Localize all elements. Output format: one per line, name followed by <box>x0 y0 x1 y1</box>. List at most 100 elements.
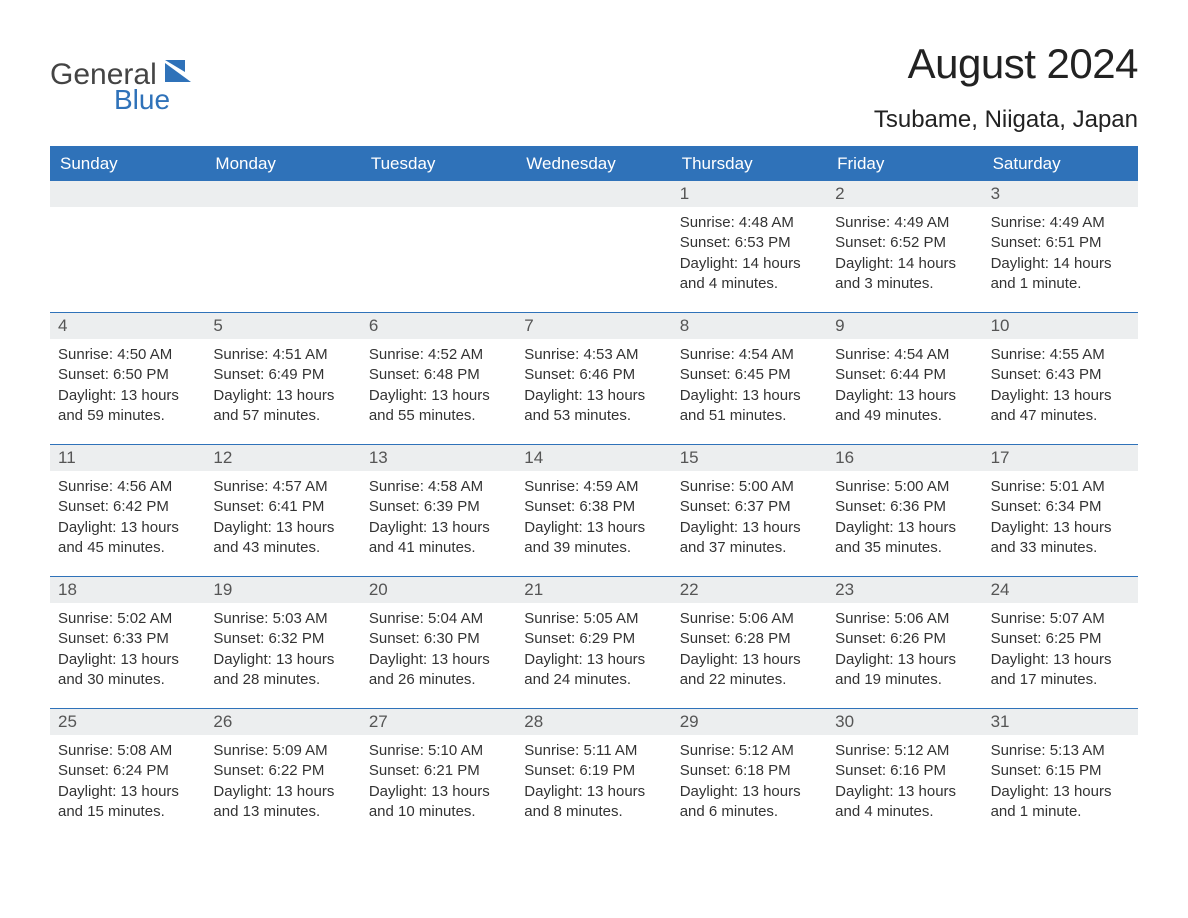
daylight-text-line1: Daylight: 13 hours <box>991 650 1130 670</box>
sunrise-text: Sunrise: 5:08 AM <box>58 741 197 761</box>
day-details: Sunrise: 5:08 AMSunset: 6:24 PMDaylight:… <box>50 735 205 840</box>
day-details: Sunrise: 4:48 AMSunset: 6:53 PMDaylight:… <box>672 207 827 312</box>
sunset-text: Sunset: 6:36 PM <box>835 497 974 517</box>
day-number: 31 <box>983 708 1138 735</box>
sunset-text: Sunset: 6:24 PM <box>58 761 197 781</box>
day-of-week-header: Monday <box>205 148 360 180</box>
sunset-text: Sunset: 6:30 PM <box>369 629 508 649</box>
sunrise-text: Sunrise: 4:49 AM <box>835 213 974 233</box>
sunset-text: Sunset: 6:52 PM <box>835 233 974 253</box>
daylight-text-line1: Daylight: 13 hours <box>213 782 352 802</box>
calendar-cell: 9Sunrise: 4:54 AMSunset: 6:44 PMDaylight… <box>827 312 982 444</box>
day-details: Sunrise: 5:00 AMSunset: 6:37 PMDaylight:… <box>672 471 827 576</box>
daylight-text-line2: and 1 minute. <box>991 802 1130 822</box>
sunset-text: Sunset: 6:44 PM <box>835 365 974 385</box>
day-details: Sunrise: 4:51 AMSunset: 6:49 PMDaylight:… <box>205 339 360 444</box>
daylight-text-line1: Daylight: 13 hours <box>369 650 508 670</box>
daylight-text-line2: and 45 minutes. <box>58 538 197 558</box>
day-number: 24 <box>983 576 1138 603</box>
daylight-text-line2: and 6 minutes. <box>680 802 819 822</box>
sunrise-text: Sunrise: 5:12 AM <box>835 741 974 761</box>
day-details: Sunrise: 5:13 AMSunset: 6:15 PMDaylight:… <box>983 735 1138 840</box>
day-number: 8 <box>672 312 827 339</box>
calendar-cell: 15Sunrise: 5:00 AMSunset: 6:37 PMDayligh… <box>672 444 827 576</box>
calendar-cell: 10Sunrise: 4:55 AMSunset: 6:43 PMDayligh… <box>983 312 1138 444</box>
sunset-text: Sunset: 6:45 PM <box>680 365 819 385</box>
day-number: 1 <box>672 180 827 207</box>
daylight-text-line1: Daylight: 13 hours <box>524 518 663 538</box>
sunrise-text: Sunrise: 5:11 AM <box>524 741 663 761</box>
sunrise-text: Sunrise: 4:59 AM <box>524 477 663 497</box>
daylight-text-line2: and 4 minutes. <box>680 274 819 294</box>
day-number: 7 <box>516 312 671 339</box>
sunset-text: Sunset: 6:53 PM <box>680 233 819 253</box>
sunset-text: Sunset: 6:48 PM <box>369 365 508 385</box>
daylight-text-line1: Daylight: 13 hours <box>524 650 663 670</box>
sunrise-text: Sunrise: 5:10 AM <box>369 741 508 761</box>
day-number <box>516 180 671 207</box>
calendar-cell: 27Sunrise: 5:10 AMSunset: 6:21 PMDayligh… <box>361 708 516 840</box>
calendar-cell: 12Sunrise: 4:57 AMSunset: 6:41 PMDayligh… <box>205 444 360 576</box>
daylight-text-line2: and 4 minutes. <box>835 802 974 822</box>
daylight-text-line1: Daylight: 13 hours <box>835 650 974 670</box>
sunset-text: Sunset: 6:21 PM <box>369 761 508 781</box>
daylight-text-line1: Daylight: 13 hours <box>680 782 819 802</box>
daylight-text-line1: Daylight: 14 hours <box>835 254 974 274</box>
daylight-text-line1: Daylight: 13 hours <box>680 650 819 670</box>
day-number: 15 <box>672 444 827 471</box>
sunset-text: Sunset: 6:26 PM <box>835 629 974 649</box>
day-details: Sunrise: 4:49 AMSunset: 6:52 PMDaylight:… <box>827 207 982 312</box>
calendar-cell-empty <box>205 180 360 312</box>
daylight-text-line2: and 26 minutes. <box>369 670 508 690</box>
daylight-text-line1: Daylight: 13 hours <box>835 782 974 802</box>
day-number: 4 <box>50 312 205 339</box>
daylight-text-line2: and 39 minutes. <box>524 538 663 558</box>
day-details: Sunrise: 5:01 AMSunset: 6:34 PMDaylight:… <box>983 471 1138 576</box>
daylight-text-line2: and 28 minutes. <box>213 670 352 690</box>
sunrise-text: Sunrise: 5:03 AM <box>213 609 352 629</box>
daylight-text-line1: Daylight: 13 hours <box>213 386 352 406</box>
daylight-text-line2: and 37 minutes. <box>680 538 819 558</box>
day-number: 21 <box>516 576 671 603</box>
day-number: 6 <box>361 312 516 339</box>
daylight-text-line1: Daylight: 13 hours <box>524 386 663 406</box>
daylight-text-line1: Daylight: 13 hours <box>835 386 974 406</box>
day-number: 30 <box>827 708 982 735</box>
day-details: Sunrise: 4:49 AMSunset: 6:51 PMDaylight:… <box>983 207 1138 312</box>
daylight-text-line1: Daylight: 13 hours <box>991 518 1130 538</box>
sunrise-text: Sunrise: 4:52 AM <box>369 345 508 365</box>
sunset-text: Sunset: 6:46 PM <box>524 365 663 385</box>
sunset-text: Sunset: 6:22 PM <box>213 761 352 781</box>
sunset-text: Sunset: 6:19 PM <box>524 761 663 781</box>
sunrise-text: Sunrise: 4:55 AM <box>991 345 1130 365</box>
day-details: Sunrise: 5:02 AMSunset: 6:33 PMDaylight:… <box>50 603 205 708</box>
day-details: Sunrise: 5:06 AMSunset: 6:26 PMDaylight:… <box>827 603 982 708</box>
day-number <box>361 180 516 207</box>
daylight-text-line2: and 30 minutes. <box>58 670 197 690</box>
daylight-text-line2: and 22 minutes. <box>680 670 819 690</box>
calendar-cell: 4Sunrise: 4:50 AMSunset: 6:50 PMDaylight… <box>50 312 205 444</box>
sunset-text: Sunset: 6:18 PM <box>680 761 819 781</box>
daylight-text-line2: and 19 minutes. <box>835 670 974 690</box>
daylight-text-line1: Daylight: 13 hours <box>58 650 197 670</box>
calendar-cell-empty <box>50 180 205 312</box>
day-of-week-header: Thursday <box>672 148 827 180</box>
day-number <box>205 180 360 207</box>
calendar-cell: 14Sunrise: 4:59 AMSunset: 6:38 PMDayligh… <box>516 444 671 576</box>
sunset-text: Sunset: 6:28 PM <box>680 629 819 649</box>
day-number: 25 <box>50 708 205 735</box>
daylight-text-line2: and 17 minutes. <box>991 670 1130 690</box>
day-details: Sunrise: 4:54 AMSunset: 6:44 PMDaylight:… <box>827 339 982 444</box>
daylight-text-line2: and 51 minutes. <box>680 406 819 426</box>
sunrise-text: Sunrise: 5:02 AM <box>58 609 197 629</box>
day-details: Sunrise: 4:52 AMSunset: 6:48 PMDaylight:… <box>361 339 516 444</box>
daylight-text-line2: and 55 minutes. <box>369 406 508 426</box>
calendar-cell: 22Sunrise: 5:06 AMSunset: 6:28 PMDayligh… <box>672 576 827 708</box>
day-details: Sunrise: 4:59 AMSunset: 6:38 PMDaylight:… <box>516 471 671 576</box>
day-number: 9 <box>827 312 982 339</box>
daylight-text-line2: and 3 minutes. <box>835 274 974 294</box>
sunset-text: Sunset: 6:50 PM <box>58 365 197 385</box>
daylight-text-line2: and 57 minutes. <box>213 406 352 426</box>
daylight-text-line1: Daylight: 13 hours <box>369 386 508 406</box>
calendar-cell: 21Sunrise: 5:05 AMSunset: 6:29 PMDayligh… <box>516 576 671 708</box>
